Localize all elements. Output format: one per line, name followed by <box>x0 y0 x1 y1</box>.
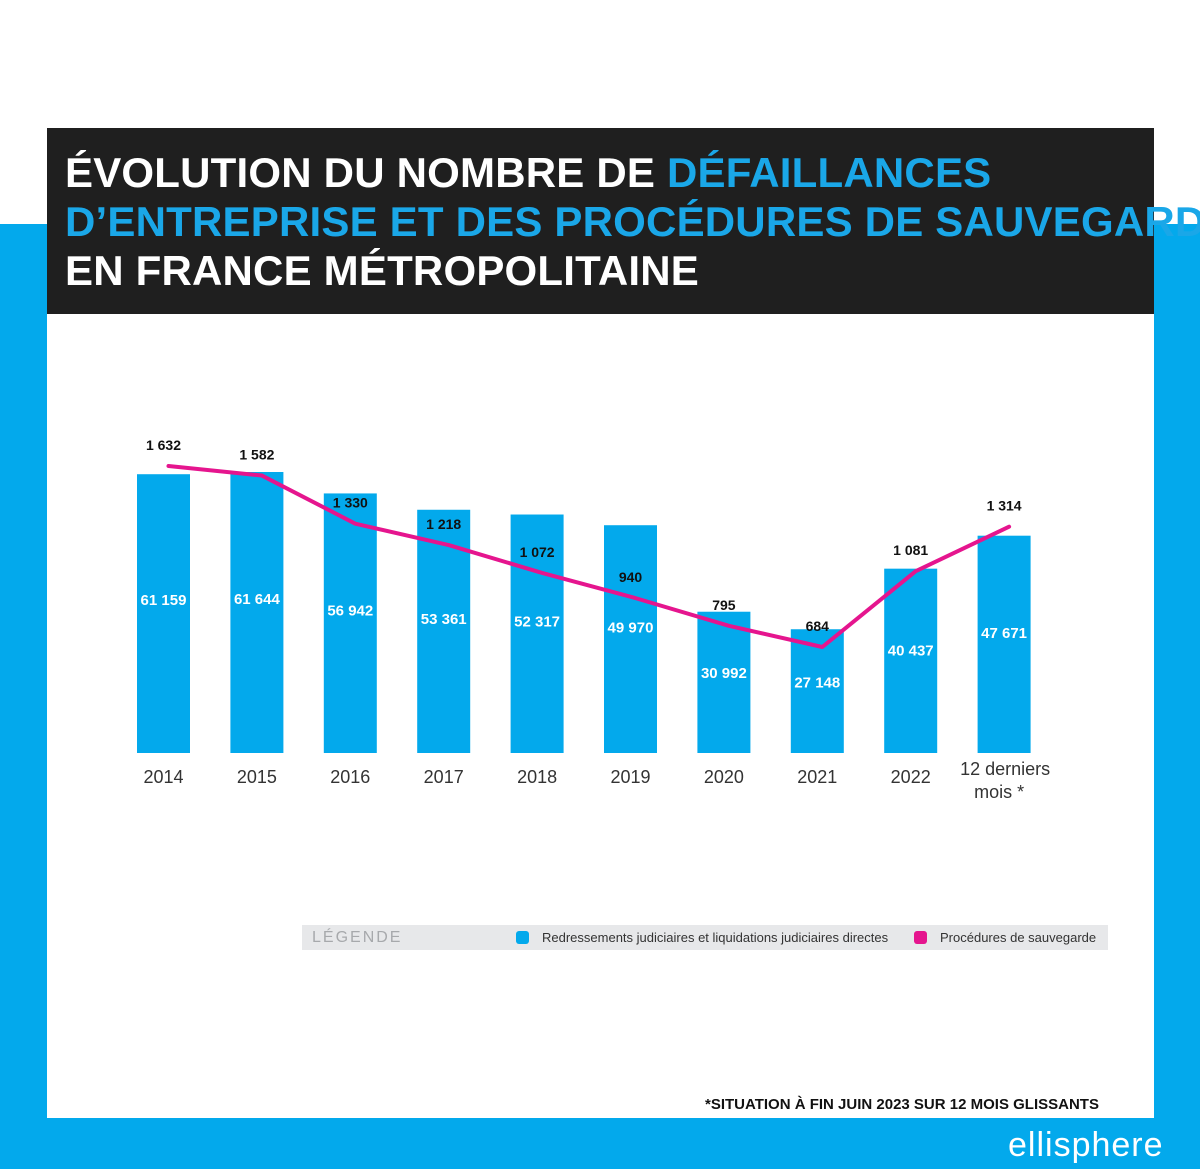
bar-value-label: 47 671 <box>981 625 1027 642</box>
line-value-label: 940 <box>619 569 643 585</box>
line-value-label: 795 <box>712 597 736 613</box>
x-tick-label: 2020 <box>704 767 744 787</box>
line-value-label: 684 <box>806 618 830 634</box>
x-tick-label: 2017 <box>424 767 464 787</box>
bar <box>230 472 284 753</box>
bar-value-label: 27 148 <box>794 674 840 691</box>
bar-value-label: 52 317 <box>514 614 560 631</box>
line-series <box>166 464 1012 649</box>
bar <box>977 535 1031 753</box>
x-tick-label: 2021 <box>797 767 837 787</box>
x-tick-label: 2018 <box>517 767 557 787</box>
bar-value-label: 53 361 <box>421 611 467 628</box>
x-tick-label: 2016 <box>330 767 370 787</box>
title-line-3: EN FRANCE MÉTROPOLITAINE <box>65 247 700 294</box>
bar <box>604 525 657 753</box>
title-line-1-highlight: DÉFAILLANCES <box>666 149 992 196</box>
brand-logo: ellisphere <box>1008 1126 1164 1164</box>
bar <box>323 493 377 753</box>
bar <box>137 474 190 753</box>
bar <box>417 509 471 753</box>
bar-value-label: 40 437 <box>888 642 934 659</box>
bar-value-label: 56 942 <box>327 602 373 619</box>
bar <box>884 568 938 753</box>
line-value-label: 1 582 <box>239 447 274 463</box>
legend-swatch-bars <box>516 931 529 944</box>
title-line-1: ÉVOLUTION DU NOMBRE DE DÉFAILLANCES <box>65 148 1154 197</box>
legend-label-bars: Redressements judiciaires et liquidation… <box>542 930 889 945</box>
x-tick-label: 2015 <box>237 767 277 787</box>
legend: LÉGENDE Redressements judiciaires et liq… <box>302 925 1108 950</box>
line-value-label: 1 632 <box>146 437 181 453</box>
x-tick-label: 2014 <box>143 767 183 787</box>
bar <box>510 514 564 753</box>
legend-swatch-line <box>914 931 927 944</box>
x-tick-label: 12 derniers <box>960 759 1050 779</box>
title-line-2: D’ENTREPRISE ET DES PROCÉDURES DE SAUVEG… <box>65 198 1200 245</box>
title-banner: ÉVOLUTION DU NOMBRE DE DÉFAILLANCES D’EN… <box>47 128 1200 314</box>
legend-label-line: Procédures de sauvegarde <box>940 930 1097 945</box>
line-value-label: 1 330 <box>333 495 368 511</box>
line-value-label: 1 072 <box>520 544 555 560</box>
bar-value-label: 61 644 <box>234 591 281 608</box>
bar-value-label: 30 992 <box>701 665 747 682</box>
bar-value-label: 61 159 <box>141 592 187 609</box>
line-value-label: 1 314 <box>987 498 1022 514</box>
x-tick-label: mois * <box>974 782 1024 802</box>
line-value-label: 1 218 <box>426 516 461 532</box>
title-line-1-plain: ÉVOLUTION DU NOMBRE DE <box>65 149 667 196</box>
bar-value-label: 49 970 <box>608 619 654 636</box>
x-tick-label: 2019 <box>610 767 650 787</box>
bar <box>697 611 751 753</box>
footnote: *SITUATION À FIN JUIN 2023 SUR 12 MOIS G… <box>705 1096 1099 1113</box>
bar <box>790 629 844 753</box>
line-value-label: 1 081 <box>893 542 928 558</box>
legend-title: LÉGENDE <box>312 929 403 946</box>
x-tick-label: 2022 <box>891 767 931 787</box>
